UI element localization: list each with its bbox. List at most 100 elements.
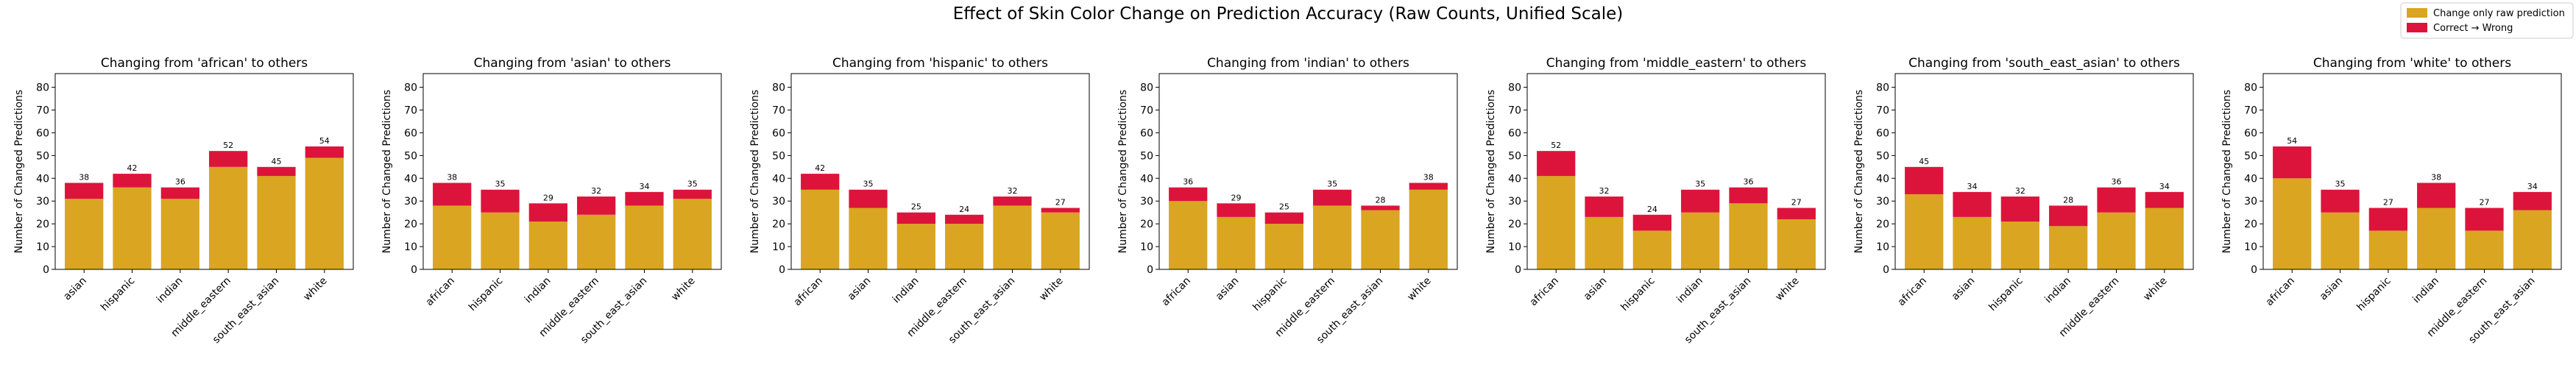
x-tick-label: hispanic bbox=[1250, 275, 1289, 314]
bar-total-label: 42 bbox=[127, 163, 138, 173]
x-tick-label: asian bbox=[2318, 275, 2346, 303]
y-tick-label: 80 bbox=[2244, 82, 2257, 94]
y-tick-label: 20 bbox=[1508, 219, 1521, 230]
bar-total-label: 36 bbox=[175, 177, 185, 187]
bar-correct-to-wrong-white bbox=[305, 146, 344, 158]
bar-total-label: 29 bbox=[543, 193, 553, 202]
bar-total-label: 35 bbox=[2335, 180, 2346, 189]
bar-correct-to-wrong-south_east_asian bbox=[257, 166, 296, 177]
panels: Changing from 'african' to others 0 10 20 30… bbox=[13, 56, 2562, 346]
bar-correct-to-wrong-african bbox=[2273, 146, 2312, 179]
axes-frame bbox=[1158, 73, 1458, 270]
axes-frame bbox=[422, 73, 722, 270]
bar-correct-to-wrong-indian bbox=[160, 187, 199, 199]
y-tick-label: 70 bbox=[2244, 105, 2257, 116]
y-tick-label: 40 bbox=[772, 173, 785, 185]
y-tick-label: 10 bbox=[404, 241, 417, 253]
y-tick-label: 60 bbox=[404, 127, 417, 139]
bar-total-label: 27 bbox=[1791, 197, 1802, 207]
bar-raw-change-white bbox=[2145, 208, 2184, 269]
legend-label-correct-wrong: Correct → Wrong bbox=[2433, 23, 2513, 34]
panel-6: Changing from 'white' to others 0 10 20 30 40… bbox=[2221, 56, 2562, 346]
x-tick-label: indian bbox=[2042, 275, 2073, 306]
y-tick-label: 60 bbox=[1508, 127, 1521, 139]
bar-raw-change-indian bbox=[1681, 212, 1720, 269]
bar-total-label: 29 bbox=[1231, 193, 1242, 202]
y-tick-label: 50 bbox=[1140, 150, 1153, 162]
legend-frame bbox=[2400, 2, 2574, 39]
bar-correct-to-wrong-white bbox=[1041, 208, 1080, 213]
bar-total-label: 34 bbox=[2527, 182, 2538, 191]
bar-raw-change-african bbox=[2273, 178, 2312, 269]
bar-total-label: 36 bbox=[1183, 177, 1193, 187]
bar-total-label: 36 bbox=[2111, 177, 2121, 187]
bar-raw-change-white bbox=[305, 158, 344, 269]
y-tick-label: 10 bbox=[1876, 241, 1889, 253]
bar-raw-change-asian bbox=[1585, 216, 1624, 269]
x-tick-label: indian bbox=[2410, 275, 2441, 306]
bar-raw-change-african bbox=[433, 205, 472, 269]
bar-total-label: 38 bbox=[1423, 172, 1434, 182]
panel-title: Changing from 'indian' to others bbox=[1207, 56, 1409, 71]
bar-raw-change-white bbox=[1041, 212, 1080, 269]
bar-total-label: 38 bbox=[79, 172, 89, 182]
bar-total-label: 27 bbox=[2383, 197, 2393, 207]
panel-0: Changing from 'african' to others 0 10 20 30… bbox=[13, 56, 354, 346]
bar-correct-to-wrong-south_east_asian bbox=[625, 191, 664, 206]
y-tick-label: 70 bbox=[404, 105, 417, 116]
bar-correct-to-wrong-hispanic bbox=[1264, 212, 1303, 224]
bar-raw-change-asian bbox=[1953, 216, 1992, 269]
y-tick-label: 30 bbox=[2244, 196, 2257, 208]
y-tick-label: 80 bbox=[1140, 82, 1153, 94]
legend: Change only raw prediction Correct → Wro… bbox=[2400, 2, 2574, 39]
bar-raw-change-middle_eastern bbox=[577, 214, 616, 269]
x-tick-label: african bbox=[1160, 275, 1193, 308]
x-tick-label: hispanic bbox=[467, 275, 505, 314]
y-tick-label: 50 bbox=[2244, 150, 2257, 162]
x-tick-label: indian bbox=[155, 275, 185, 306]
y-tick-label: 20 bbox=[36, 219, 49, 230]
bar-total-label: 52 bbox=[223, 141, 233, 150]
bar-total-label: 35 bbox=[1327, 180, 1337, 189]
bar-correct-to-wrong-south_east_asian bbox=[993, 197, 1032, 206]
axes-frame bbox=[790, 73, 1090, 270]
y-tick-label: 40 bbox=[404, 173, 417, 185]
y-tick-label: 50 bbox=[772, 150, 785, 162]
y-tick-label: 20 bbox=[2244, 219, 2257, 230]
bar-correct-to-wrong-south_east_asian bbox=[1729, 187, 1768, 204]
y-tick-label: 50 bbox=[36, 150, 49, 162]
bar-total-label: 24 bbox=[959, 205, 969, 214]
x-tick-label: white bbox=[1037, 275, 1065, 303]
panel-3: Changing from 'indian' to others 0 10 20 30 4… bbox=[1117, 56, 1458, 346]
y-tick-label: 10 bbox=[772, 241, 785, 253]
y-axis-label: Number of Changed Predictions bbox=[1485, 90, 1497, 253]
bar-raw-change-indian bbox=[528, 222, 567, 269]
y-tick-label: 60 bbox=[2244, 127, 2257, 139]
bar-total-label: 36 bbox=[1743, 177, 1753, 187]
y-tick-label: 30 bbox=[1140, 196, 1153, 208]
x-tick-label: african bbox=[2264, 275, 2297, 308]
x-tick-label: indian bbox=[1674, 275, 1705, 306]
bar-correct-to-wrong-indian bbox=[2417, 183, 2456, 208]
x-tick-label: asian bbox=[1582, 275, 1610, 303]
x-tick-label: white bbox=[1773, 275, 1801, 303]
y-tick-label: 60 bbox=[36, 127, 49, 139]
bar-correct-to-wrong-african bbox=[1537, 151, 1576, 177]
axes-frame bbox=[2262, 73, 2562, 270]
bar-raw-change-asian bbox=[1217, 216, 1256, 269]
legend-swatch-raw bbox=[2407, 8, 2427, 18]
x-tick-label: asian bbox=[61, 275, 89, 303]
y-tick-label: 30 bbox=[1876, 196, 1889, 208]
bar-total-label: 27 bbox=[1055, 197, 1066, 207]
x-tick-label: hispanic bbox=[99, 275, 137, 314]
y-tick-label: 0 bbox=[43, 264, 49, 276]
x-tick-label: indian bbox=[891, 275, 921, 306]
bar-correct-to-wrong-hispanic bbox=[113, 174, 152, 188]
axes-frame bbox=[1526, 73, 1826, 270]
bar-correct-to-wrong-middle_eastern bbox=[209, 151, 248, 167]
bar-raw-change-middle_eastern bbox=[2097, 212, 2136, 269]
y-tick-label: 80 bbox=[36, 82, 49, 94]
panel-1: Changing from 'asian' to others 0 10 20 30 40… bbox=[381, 56, 722, 346]
bar-raw-change-african bbox=[1537, 176, 1576, 269]
legend-swatch-correct-wrong bbox=[2407, 23, 2427, 32]
